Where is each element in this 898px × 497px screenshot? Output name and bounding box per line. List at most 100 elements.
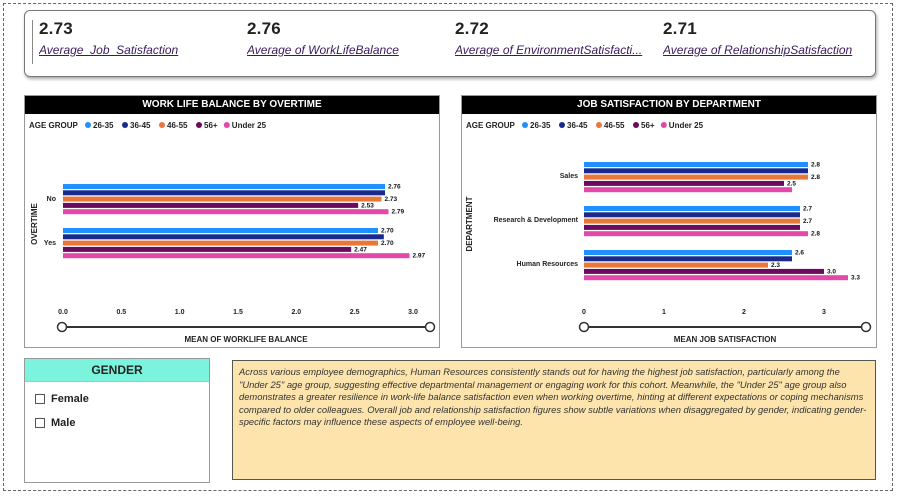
x-tick-label: 3 xyxy=(822,309,826,316)
chart-jobsat-by-department[interactable]: JOB SATISFACTION BY DEPARTMENT AGE GROUP… xyxy=(461,95,877,348)
checkbox-icon[interactable] xyxy=(35,418,45,428)
bar-human-resources-46-55 xyxy=(584,262,768,268)
category-label-sales: Sales xyxy=(560,173,578,180)
legend-label-56: 56+ xyxy=(204,121,218,130)
kpi-value: 2.76 xyxy=(247,19,281,38)
slider-handle-start xyxy=(578,321,590,333)
bar-no-56 xyxy=(63,202,359,208)
kpi-environment-satisfaction: 2.72 Average of EnvironmentSatisfacti... xyxy=(455,19,647,57)
y-axis-title: DEPARTMENT xyxy=(465,196,474,251)
legend-marker-46-55 xyxy=(596,122,602,128)
kpi-label[interactable]: Average_Job_Satisfaction xyxy=(39,43,179,57)
legend-label-56: 56+ xyxy=(641,121,655,130)
slider-handle-end xyxy=(424,321,436,333)
data-label-sales-56: 2.5 xyxy=(787,180,796,187)
bar-sales-46-55 xyxy=(584,174,808,180)
checkbox-icon[interactable] xyxy=(35,394,45,404)
bar-human-resources-26-35 xyxy=(584,250,792,255)
legend-label-26-35: 26-35 xyxy=(530,121,551,130)
data-label-human-resources-26-35: 2.6 xyxy=(795,250,804,257)
category-label-yes: Yes xyxy=(44,240,56,247)
chart-svg: AGE GROUP 26-35 36-45 46-55 56+ Under 25 DEPAR… xyxy=(465,121,872,344)
data-label-human-resources-under-25: 3.3 xyxy=(851,275,860,282)
bar-sales-under-25 xyxy=(584,187,792,193)
kpi-value: 2.72 xyxy=(455,19,489,38)
data-label-bg xyxy=(360,201,374,209)
bar-human-resources-56 xyxy=(584,268,824,274)
chart-worklife-by-overtime[interactable]: WORK LIFE BALANCE BY OVERTIME AGE GROUP 2… xyxy=(24,95,440,348)
data-label-no-56: 2.53 xyxy=(361,202,374,209)
data-label-no-46-55: 2.73 xyxy=(385,196,398,203)
legend-label-under-25: Under 25 xyxy=(669,121,704,130)
data-label-human-resources-56: 3.0 xyxy=(827,268,836,275)
kpi-label[interactable]: Average of WorkLifeBalance xyxy=(247,43,399,57)
bar-sales-36-45 xyxy=(584,168,808,174)
data-label-research-development-26-35: 2.7 xyxy=(803,206,812,213)
x-tick-label: 2.5 xyxy=(350,309,360,316)
x-axis-title: MEAN OF WORKLIFE BALANCE xyxy=(184,335,308,344)
bar-human-resources-36-45 xyxy=(584,256,792,262)
smart-narrative: Across various employee demographics, Hu… xyxy=(232,360,876,480)
data-label-bg xyxy=(383,195,397,203)
bar-human-resources-under-25 xyxy=(584,275,848,281)
legend-label-36-45: 36-45 xyxy=(130,121,151,130)
data-label-bg xyxy=(380,239,393,247)
legend-title: AGE GROUP xyxy=(466,121,516,130)
x-tick-label: 0.0 xyxy=(58,309,68,316)
x-tick-label: 2.0 xyxy=(291,309,301,316)
bar-research-development-56 xyxy=(584,224,800,230)
bar-no-46-55 xyxy=(63,196,382,202)
data-label-research-development-46-55: 2.7 xyxy=(803,218,812,225)
legend-label-46-55: 46-55 xyxy=(604,121,625,130)
kpi-label[interactable]: Average of EnvironmentSatisfacti... xyxy=(455,43,643,57)
x-tick-label: 1.0 xyxy=(175,309,185,316)
bar-yes-56 xyxy=(63,246,352,252)
kpi-value: 2.73 xyxy=(39,19,73,38)
category-label-human-resources: Human Resources xyxy=(517,261,579,268)
x-tick-label: 0.5 xyxy=(116,309,126,316)
slicer-option-label: Female xyxy=(51,393,89,405)
legend-marker-26-35 xyxy=(522,122,528,128)
legend-label-under-25: Under 25 xyxy=(232,121,267,130)
bar-sales-56 xyxy=(584,180,784,186)
chart-title: WORK LIFE BALANCE BY OVERTIME xyxy=(25,96,439,114)
legend-label-26-35: 26-35 xyxy=(93,121,114,130)
slider-handle-end xyxy=(860,321,872,333)
legend-marker-26-35 xyxy=(85,122,91,128)
data-label-sales-26-35: 2.8 xyxy=(811,162,820,169)
dashboard-frame xyxy=(3,3,893,491)
x-tick-label: 1.5 xyxy=(233,309,243,316)
legend-label-36-45: 36-45 xyxy=(567,121,588,130)
kpi-worklife-balance: 2.76 Average of WorkLifeBalance xyxy=(247,19,437,57)
category-label-research-development: Research & Development xyxy=(494,217,579,224)
chart-svg: AGE GROUP 26-35 36-45 46-55 56+ Under 25 OVERT… xyxy=(29,121,436,344)
data-label-human-resources-46-55: 2.3 xyxy=(771,262,780,269)
data-label-bg xyxy=(353,245,367,253)
legend-marker-under-25 xyxy=(223,122,230,128)
legend-marker-under-25 xyxy=(660,122,667,128)
kpi-label[interactable]: Average of RelationshipSatisfaction xyxy=(663,43,853,57)
bar-research-development-46-55 xyxy=(584,218,800,224)
data-label-bg xyxy=(387,183,400,190)
kpi-card: 2.73 Average_Job_Satisfaction 2.76 Avera… xyxy=(24,10,876,77)
slicer-option-female[interactable]: Female xyxy=(35,393,89,405)
bar-no-26-35 xyxy=(63,184,385,189)
legend-marker-36-45 xyxy=(559,122,565,128)
data-label-no-under-25: 2.79 xyxy=(392,209,405,216)
data-label-sales-46-55: 2.8 xyxy=(811,174,820,181)
kpi-value: 2.71 xyxy=(663,19,697,38)
data-label-research-development-under-25: 2.8 xyxy=(811,231,820,238)
bar-no-36-45 xyxy=(63,190,385,196)
bar-yes-46-55 xyxy=(63,240,378,246)
legend-marker-56 xyxy=(633,122,639,128)
kpi-relationship-satisfaction: 2.71 Average of RelationshipSatisfaction xyxy=(663,19,868,57)
category-label-no: No xyxy=(47,196,56,203)
y-axis-title: OVERTIME xyxy=(30,202,39,244)
bar-research-development-36-45 xyxy=(584,212,800,218)
slicer-option-male[interactable]: Male xyxy=(35,417,75,429)
x-tick-label: 2 xyxy=(742,309,746,316)
kpi-divider xyxy=(32,20,33,64)
data-label-no-26-35: 2.76 xyxy=(388,184,401,191)
bar-research-development-26-35 xyxy=(584,206,800,211)
legend-marker-36-45 xyxy=(122,122,128,128)
